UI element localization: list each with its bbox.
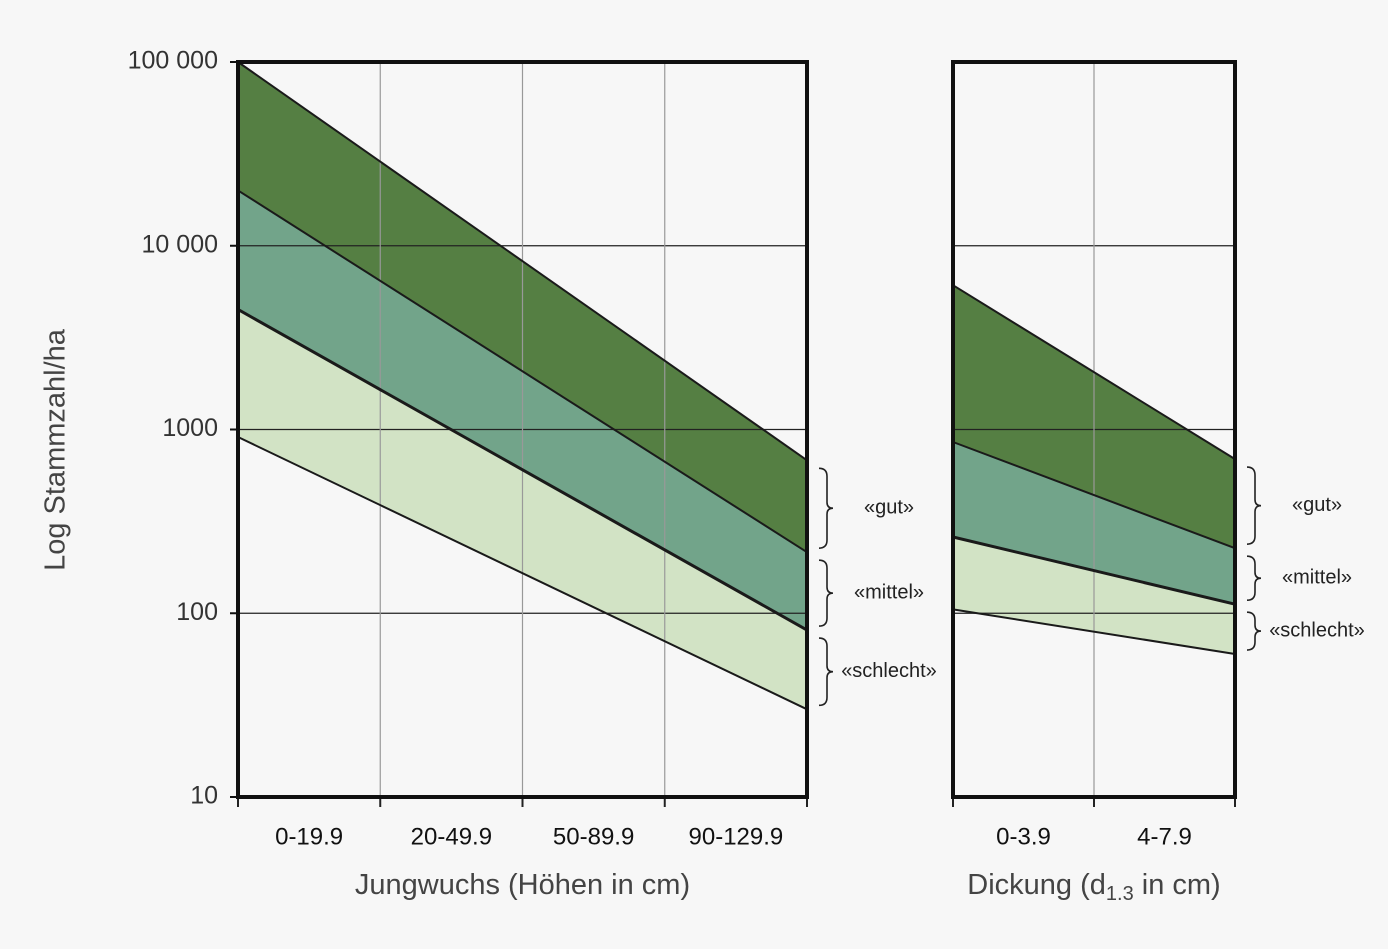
x-axis-label-part: Dickung (d bbox=[967, 869, 1106, 901]
y-tick-label: 1000 bbox=[162, 414, 218, 442]
x-category-label: 90-129.9 bbox=[689, 823, 784, 850]
x-axis-label: Jungwuchs (Höhen in cm) bbox=[355, 869, 690, 901]
x-category-label: 20-49.9 bbox=[411, 823, 492, 850]
boundary-line bbox=[237, 189, 808, 554]
brace bbox=[1246, 466, 1262, 545]
boundary-line bbox=[952, 535, 1236, 606]
boundary-line bbox=[237, 308, 808, 632]
y-tick-label: 10 000 bbox=[142, 230, 218, 258]
band-label: «gut» bbox=[864, 497, 914, 519]
brace bbox=[1246, 611, 1262, 651]
y-tick-label: 100 000 bbox=[128, 47, 218, 75]
boundary-line bbox=[237, 61, 808, 462]
band-label: «schlecht» bbox=[841, 660, 937, 682]
x-axis-label-part: in cm) bbox=[1134, 869, 1221, 901]
x-category-label: 4-7.9 bbox=[1137, 823, 1192, 850]
plot-frame bbox=[951, 60, 1237, 799]
x-category-label: 0-19.9 bbox=[275, 823, 343, 850]
x-axis-label-part: Jungwuchs (Höhen in cm) bbox=[355, 869, 690, 901]
boundary-line bbox=[952, 441, 1236, 550]
x-category-label: 0-3.9 bbox=[996, 823, 1051, 850]
y-axis-label: Log Stammzahl/ha bbox=[40, 328, 72, 571]
band-label: «schlecht» bbox=[1269, 619, 1365, 641]
boundary-line bbox=[237, 436, 808, 711]
brace bbox=[1246, 555, 1262, 602]
x-category-label: 50-89.9 bbox=[553, 823, 634, 850]
band-label: «gut» bbox=[1292, 494, 1342, 516]
x-axis-label-subscript: 1.3 bbox=[1106, 883, 1134, 905]
band-label: «mittel» bbox=[1282, 566, 1352, 588]
brace bbox=[818, 467, 834, 549]
y-tick-label: 100 bbox=[176, 598, 218, 626]
boundary-line bbox=[952, 608, 1236, 656]
boundary-line bbox=[952, 284, 1236, 460]
brace bbox=[818, 637, 834, 707]
x-axis-label: Dickung (d1.3 in cm) bbox=[967, 869, 1220, 906]
band-label: «mittel» bbox=[854, 581, 924, 603]
brace bbox=[818, 559, 834, 627]
y-tick-label: 10 bbox=[190, 782, 218, 810]
